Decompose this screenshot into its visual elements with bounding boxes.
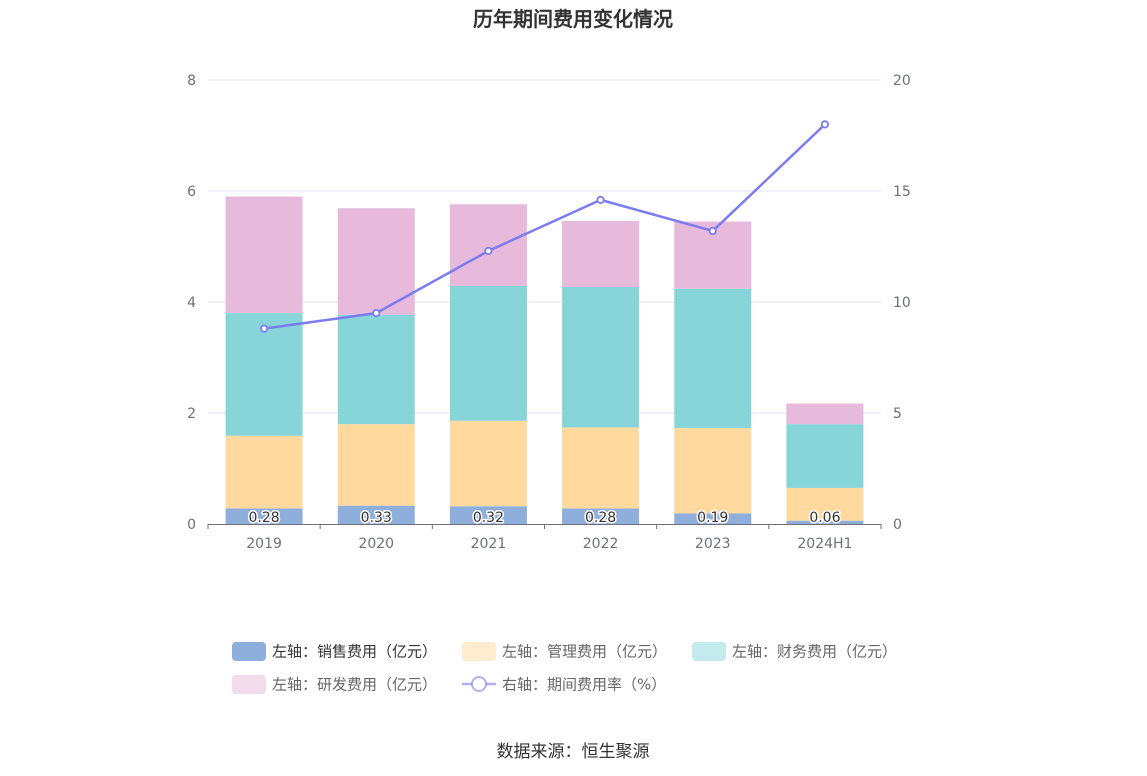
bar-segment xyxy=(225,435,303,509)
left-axis-tick: 8 xyxy=(187,73,196,89)
rate-point xyxy=(820,120,830,129)
rate-point xyxy=(596,195,605,204)
bar-segment xyxy=(449,204,527,286)
legend-item: 左轴：管理费用（亿元） xyxy=(462,642,667,661)
bar-segment xyxy=(786,403,864,425)
legend-label: 左轴：财务费用（亿元） xyxy=(732,643,897,661)
bar-segment xyxy=(674,513,752,524)
bar-segment xyxy=(562,220,640,288)
chart-title: 历年期间费用变化情况 xyxy=(473,7,673,31)
legend-swatch xyxy=(232,675,266,694)
x-axis-tick-label: 2022 xyxy=(583,536,619,552)
bars xyxy=(225,196,864,524)
x-axis-tick-label: 2024H1 xyxy=(797,536,852,552)
legend-label: 左轴：研发费用（亿元） xyxy=(272,676,437,694)
bar-segment xyxy=(337,314,415,425)
bar-segment xyxy=(337,505,415,524)
rate-point xyxy=(259,324,269,333)
left-axis-tick: 2 xyxy=(187,406,196,422)
right-axis-tick: 10 xyxy=(893,295,911,311)
bar-segment xyxy=(786,487,864,521)
legend-swatch xyxy=(232,642,266,661)
bar-segment xyxy=(562,427,640,509)
legend-item: 左轴：研发费用（亿元） xyxy=(232,675,437,694)
data-label: 0.19 xyxy=(697,510,728,526)
bar-segment xyxy=(674,288,752,428)
bar-segment xyxy=(449,285,527,421)
data-label: 0.28 xyxy=(248,510,279,526)
data-label: 0.06 xyxy=(809,510,840,526)
rate-point xyxy=(372,308,381,318)
legend-swatch xyxy=(462,642,497,661)
data-label: 0.32 xyxy=(473,510,504,526)
legend-item: 左轴：销售费用（亿元） xyxy=(232,642,437,661)
bar-segment xyxy=(225,196,303,314)
left-axis-tick: 6 xyxy=(187,184,196,200)
rate-point xyxy=(484,246,493,256)
left-axis-tick: 0 xyxy=(187,517,196,533)
bar-segment xyxy=(337,208,415,315)
bar-segment xyxy=(337,424,415,506)
right-axis-tick: 15 xyxy=(893,184,911,200)
legend-item: 右轴：期间费用率（%） xyxy=(462,676,666,694)
source-text: 数据来源：恒生聚源 xyxy=(497,742,650,762)
bar-segment xyxy=(786,520,864,524)
bar-segment xyxy=(225,313,303,436)
legend-label: 右轴：期间费用率（%） xyxy=(502,676,666,694)
right-axis-tick: 5 xyxy=(893,406,902,422)
x-axis-tick-label: 2023 xyxy=(695,536,731,552)
legend-label: 左轴：销售费用（亿元） xyxy=(272,643,437,661)
rate-point xyxy=(708,226,717,236)
legend-label: 左轴：管理费用（亿元） xyxy=(502,643,667,661)
bar-segment xyxy=(786,424,864,488)
right-axis-tick: 20 xyxy=(893,73,911,89)
bar-segment xyxy=(562,287,640,428)
x-axis-tick-label: 2020 xyxy=(358,536,394,552)
axes: 0 2 4 6 8 0 5 10 15 20 2019 2020 2021 2022 2023 2024H1 xyxy=(187,73,911,552)
data-labels: 0.28 0.33 0.32 0.28 0.19 0.06 xyxy=(247,509,842,528)
bar-segment xyxy=(449,420,527,507)
legend-swatch-marker xyxy=(471,676,488,692)
x-axis-tick-label: 2019 xyxy=(246,536,282,552)
legend: 左轴：销售费用（亿元） 左轴：管理费用（亿元） 左轴：财务费用（亿元） 左轴：研发费用… xyxy=(232,642,897,694)
bar-segment xyxy=(674,427,752,514)
rate-line-path xyxy=(263,123,826,330)
right-axis-tick: 0 xyxy=(893,517,902,533)
legend-swatch xyxy=(692,642,727,661)
grid-lines xyxy=(208,79,881,414)
bar-segment xyxy=(449,506,527,524)
left-axis-tick: 4 xyxy=(187,295,196,311)
data-label: 0.28 xyxy=(585,510,616,526)
bar-segment xyxy=(225,508,303,524)
legend-item: 左轴：财务费用（亿元） xyxy=(692,642,897,661)
rate-line xyxy=(259,120,830,333)
bar-segment xyxy=(562,508,640,524)
x-axis-tick-label: 2021 xyxy=(471,536,507,552)
data-label: 0.33 xyxy=(361,510,392,526)
